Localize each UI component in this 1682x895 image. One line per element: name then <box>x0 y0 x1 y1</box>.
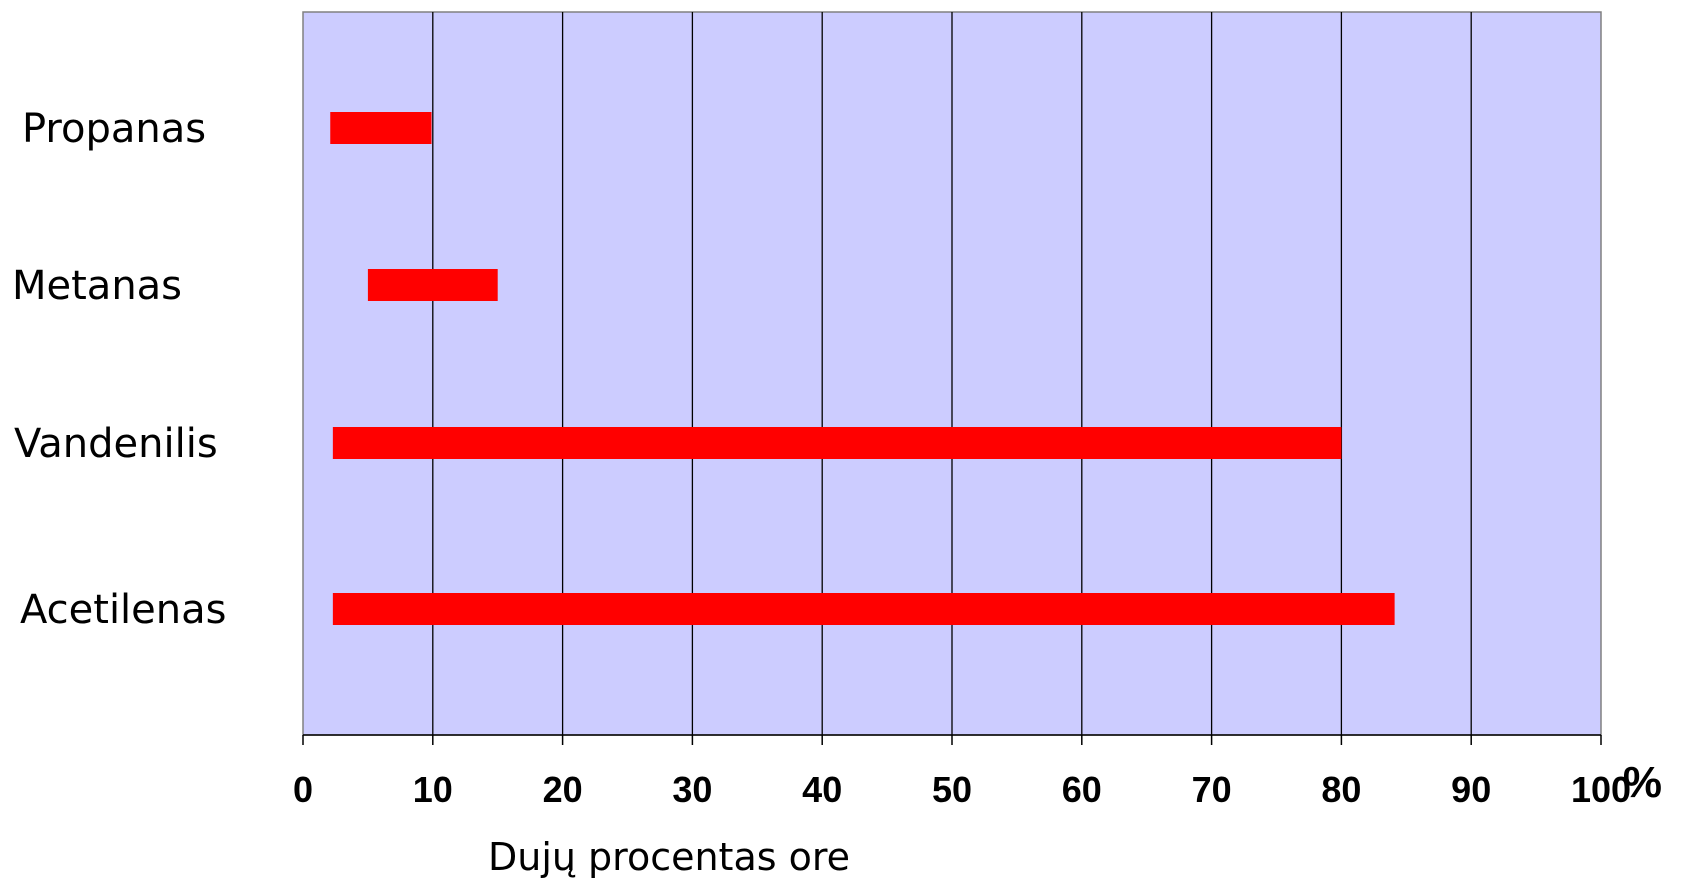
bars <box>330 112 1395 625</box>
x-tick-label: 90 <box>1451 769 1491 810</box>
x-tick-label: 100 <box>1571 769 1631 810</box>
x-tick-label: 30 <box>672 769 712 810</box>
category-label: Propanas <box>22 106 206 152</box>
category-labels: Propanas Metanas Vandenilis Acetilenas <box>12 106 226 633</box>
bar-propanas <box>330 112 432 144</box>
bar-vandenilis <box>332 427 1342 459</box>
x-tick-label: 0 <box>293 769 313 810</box>
bar-acetilenas <box>332 593 1395 625</box>
x-tick-label: 10 <box>413 769 453 810</box>
x-tick-label: 20 <box>543 769 583 810</box>
x-tick-label: 50 <box>932 769 972 810</box>
x-tick-label: 70 <box>1192 769 1232 810</box>
x-tick-label: 40 <box>802 769 842 810</box>
bar-metanas <box>367 269 498 301</box>
x-tick-label: 60 <box>1062 769 1102 810</box>
x-tick-label: 80 <box>1321 769 1361 810</box>
category-label: Vandenilis <box>14 421 218 467</box>
x-ticks: 0 10 20 30 40 50 60 70 80 90 100 <box>293 735 1631 810</box>
x-unit-label: % <box>1623 758 1662 807</box>
category-label: Acetilenas <box>20 587 226 633</box>
x-axis-title: Dujų procentas ore <box>488 835 850 879</box>
category-label: Metanas <box>12 263 182 309</box>
